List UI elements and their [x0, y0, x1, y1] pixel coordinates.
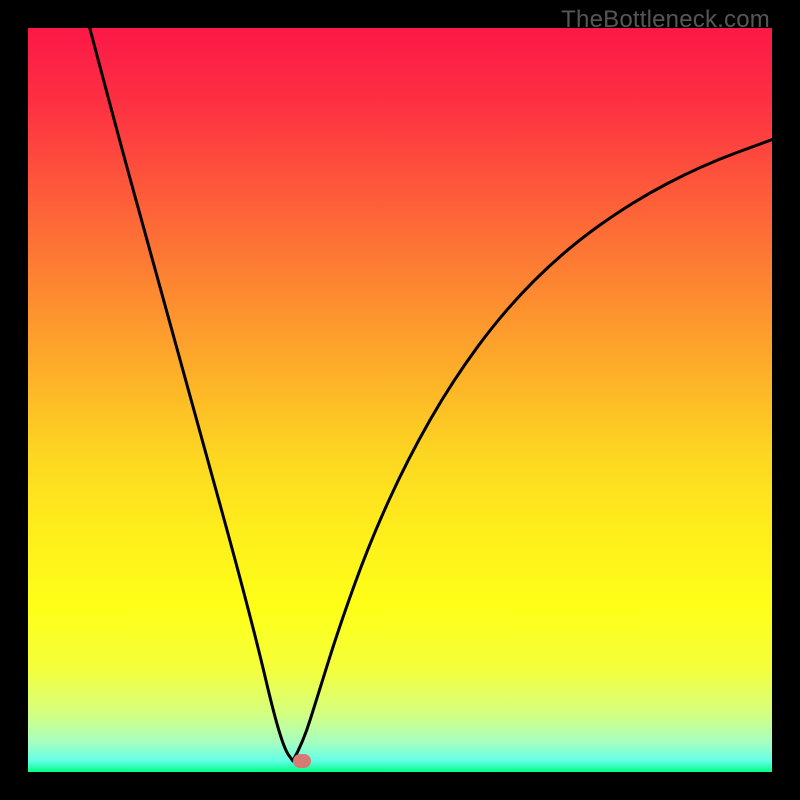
minimum-point-marker	[293, 754, 311, 768]
chart-frame: TheBottleneck.com	[0, 0, 800, 800]
watermark-text: TheBottleneck.com	[561, 6, 770, 34]
bottleneck-chart	[0, 0, 800, 800]
